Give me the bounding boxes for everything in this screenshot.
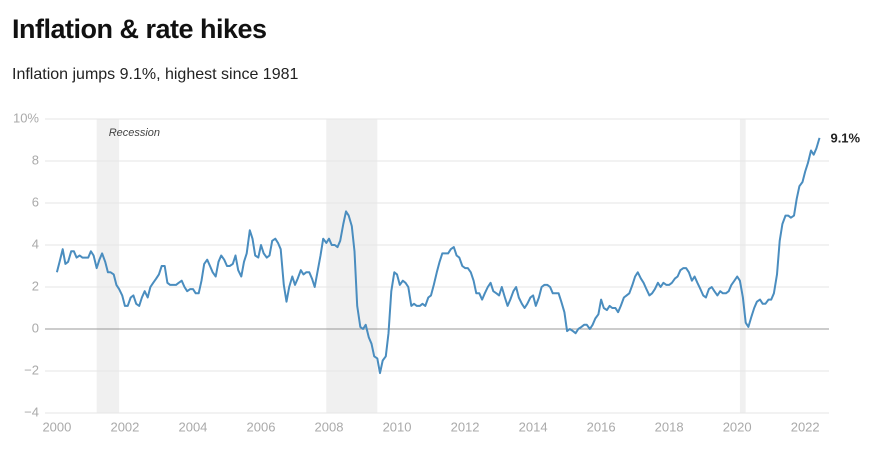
y-tick-label: 10%	[13, 110, 39, 125]
x-tick-label: 2012	[451, 419, 480, 434]
x-tick-label: 2022	[791, 419, 820, 434]
x-tick-label: 2000	[42, 419, 71, 434]
y-tick-label: 0	[32, 320, 39, 335]
series-line	[55, 137, 821, 375]
x-tick-label: 2004	[178, 419, 207, 434]
x-tick-label: 2010	[383, 419, 412, 434]
x-tick-label: 2016	[587, 419, 616, 434]
recession-label: Recession	[109, 127, 160, 139]
x-tick-label: 2018	[655, 419, 684, 434]
recession-band	[96, 119, 120, 413]
y-tick-label: 4	[32, 236, 39, 251]
chart-subtitle: Inflation jumps 9.1%, highest since 1981	[12, 66, 299, 83]
recession-band	[326, 119, 378, 413]
y-tick-label: 8	[32, 152, 39, 167]
x-tick-label: 2020	[723, 419, 752, 434]
x-tick-label: 2006	[247, 419, 276, 434]
y-tick-label: −2	[24, 362, 39, 377]
end-label: 9.1%	[830, 130, 860, 145]
y-tick-label: −4	[24, 404, 39, 419]
x-tick-label: 2002	[110, 419, 139, 434]
y-tick-label: 2	[32, 278, 39, 293]
recession-band	[739, 119, 746, 413]
chart-title: Inflation & rate hikes	[12, 14, 267, 44]
x-tick-label: 2008	[315, 419, 344, 434]
x-tick-label: 2014	[519, 419, 548, 434]
y-tick-label: 6	[32, 194, 39, 209]
